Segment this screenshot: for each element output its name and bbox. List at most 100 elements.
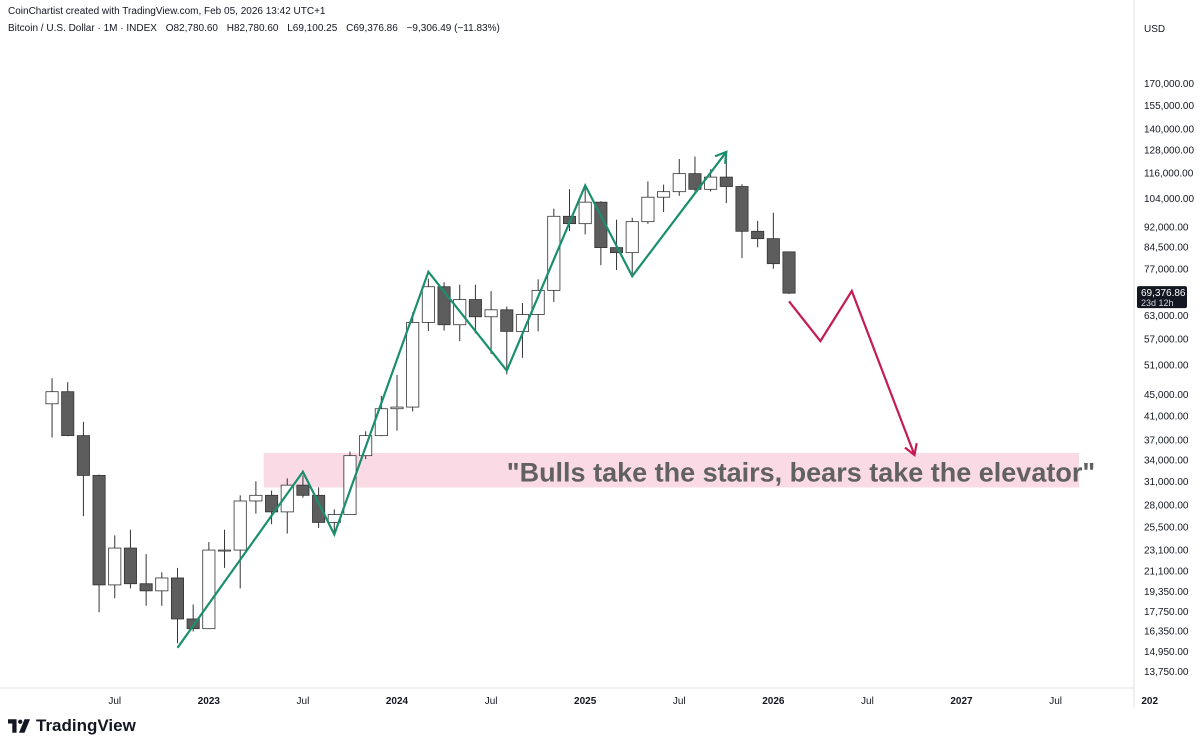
candle[interactable] — [76, 421, 90, 517]
candle[interactable] — [265, 490, 279, 525]
candle-body-bull — [484, 309, 498, 318]
candle[interactable] — [641, 181, 655, 224]
candle[interactable] — [437, 282, 451, 331]
candle[interactable] — [108, 535, 122, 599]
candle[interactable] — [672, 158, 686, 196]
y-tick-label: 51,000.00 — [1144, 361, 1189, 372]
candle-body-bear — [766, 238, 780, 265]
candle[interactable] — [500, 306, 514, 375]
candle[interactable] — [735, 184, 749, 259]
candle[interactable] — [578, 186, 592, 235]
x-tick-label: Jul — [485, 696, 498, 707]
y-tick-label: 28,000.00 — [1144, 501, 1189, 512]
candle-body-bull — [578, 201, 592, 225]
tradingview-logo-icon — [8, 719, 30, 733]
candle[interactable] — [61, 382, 75, 437]
last-price-badge — [1137, 286, 1187, 309]
y-tick-label: 37,000.00 — [1144, 436, 1189, 447]
candle[interactable] — [155, 572, 169, 606]
candle-body-bear — [123, 547, 137, 585]
candle-body-bear — [312, 494, 326, 523]
candle[interactable] — [657, 184, 671, 212]
ohlc-open: O82,780.60 — [165, 23, 218, 34]
y-tick-label: 140,000.00 — [1144, 125, 1194, 136]
x-tick-label: Jul — [861, 696, 874, 707]
y-tick-label: 13,750.00 — [1144, 667, 1189, 678]
candle[interactable] — [704, 169, 718, 192]
candle[interactable] — [296, 475, 310, 498]
candle[interactable] — [688, 156, 702, 192]
candle[interactable] — [421, 278, 435, 331]
candle[interactable] — [468, 284, 482, 334]
candle-body-bull — [406, 322, 420, 408]
last-price-value: 69,376.86 — [1141, 288, 1186, 299]
candle-body-bear — [265, 494, 279, 513]
candle-body-bull — [249, 494, 263, 502]
ohlc-close: C69,376.86 — [346, 23, 398, 34]
candle[interactable] — [202, 542, 216, 630]
stairs-path[interactable] — [176, 151, 728, 649]
candle[interactable] — [547, 208, 561, 302]
x-tick-label: 2024 — [386, 696, 409, 707]
candle[interactable] — [594, 201, 608, 266]
elevator-path[interactable] — [788, 288, 916, 456]
candle-body-bull — [704, 176, 718, 190]
ohlc-low: L69,100.25 — [287, 23, 338, 34]
candle[interactable] — [390, 374, 404, 431]
candle[interactable] — [280, 478, 294, 534]
chart-credit: CoinChartist created with TradingView.co… — [8, 6, 326, 17]
candle-body-bear — [170, 577, 185, 620]
y-tick-label: 128,000.00 — [1144, 146, 1194, 157]
candle[interactable] — [312, 487, 326, 528]
candle[interactable] — [123, 529, 137, 589]
candle-body-bull — [202, 549, 216, 630]
candle[interactable] — [233, 495, 247, 589]
quote-annotation[interactable]: "Bulls take the stairs, bears take the e… — [507, 458, 1095, 488]
symbol-name[interactable]: Bitcoin / U.S. Dollar · 1M · INDEX — [8, 23, 157, 34]
y-tick-label: 170,000.00 — [1144, 79, 1194, 90]
y-tick-label: 19,350.00 — [1144, 587, 1189, 598]
candle[interactable] — [766, 212, 780, 269]
candle[interactable] — [531, 279, 545, 332]
candle-body-bear — [139, 583, 153, 592]
y-tick-label: 84,500.00 — [1144, 243, 1189, 254]
candle[interactable] — [484, 291, 498, 354]
candle[interactable] — [249, 481, 263, 514]
y-tick-label: 14,950.00 — [1144, 647, 1189, 658]
candle[interactable] — [751, 220, 765, 248]
y-tick-label: 41,000.00 — [1144, 412, 1189, 423]
candle[interactable] — [625, 217, 639, 277]
y-tick-label: 34,000.00 — [1144, 455, 1189, 466]
candle[interactable] — [92, 474, 106, 613]
candle-body-bull — [547, 215, 561, 291]
y-tick-label: 17,750.00 — [1144, 607, 1189, 618]
candle-body-bear — [61, 391, 75, 437]
candle[interactable] — [782, 251, 796, 295]
tradingview-brand[interactable]: TradingView — [8, 716, 136, 736]
ohlc-change: −9,306.49 (−11.83%) — [406, 23, 500, 34]
y-tick-label: 104,000.00 — [1144, 194, 1194, 205]
symbol-ohlc-line: Bitcoin / U.S. Dollar · 1M · INDEX O82,7… — [8, 23, 506, 34]
y-tick-label: 155,000.00 — [1144, 101, 1194, 112]
currency-label: USD — [1144, 24, 1165, 35]
y-tick-label: 57,000.00 — [1144, 335, 1189, 346]
y-tick-label: 116,000.00 — [1144, 169, 1194, 180]
candle-body-bear — [782, 251, 796, 294]
candle[interactable] — [515, 303, 529, 358]
candle[interactable] — [139, 554, 153, 606]
candle[interactable] — [218, 529, 232, 568]
candle[interactable] — [170, 567, 185, 644]
y-tick-label: 77,000.00 — [1144, 264, 1189, 275]
candle[interactable] — [45, 378, 59, 438]
y-tick-label: 63,000.00 — [1144, 311, 1189, 322]
candle-body-bull — [641, 196, 655, 223]
candle-body-bull — [108, 547, 122, 586]
x-tick-label: Jul — [673, 696, 686, 707]
candle[interactable] — [406, 312, 420, 412]
y-tick-label: 45,000.00 — [1144, 390, 1189, 401]
candle-body-bear — [468, 299, 482, 318]
support-zone[interactable] — [263, 452, 1080, 488]
candle-body-bull — [657, 191, 671, 198]
